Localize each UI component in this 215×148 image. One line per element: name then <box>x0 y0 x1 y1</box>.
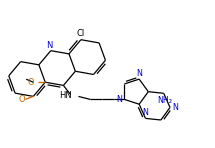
Text: N: N <box>143 108 148 117</box>
Text: Cl: Cl <box>77 29 85 38</box>
Text: O: O <box>18 95 25 104</box>
Text: HN: HN <box>59 91 71 100</box>
Text: N: N <box>172 103 178 112</box>
Text: N: N <box>47 41 53 50</box>
Text: O: O <box>28 78 34 87</box>
Text: NH₂: NH₂ <box>157 96 172 105</box>
Text: N: N <box>116 95 122 104</box>
Text: N: N <box>137 69 143 78</box>
